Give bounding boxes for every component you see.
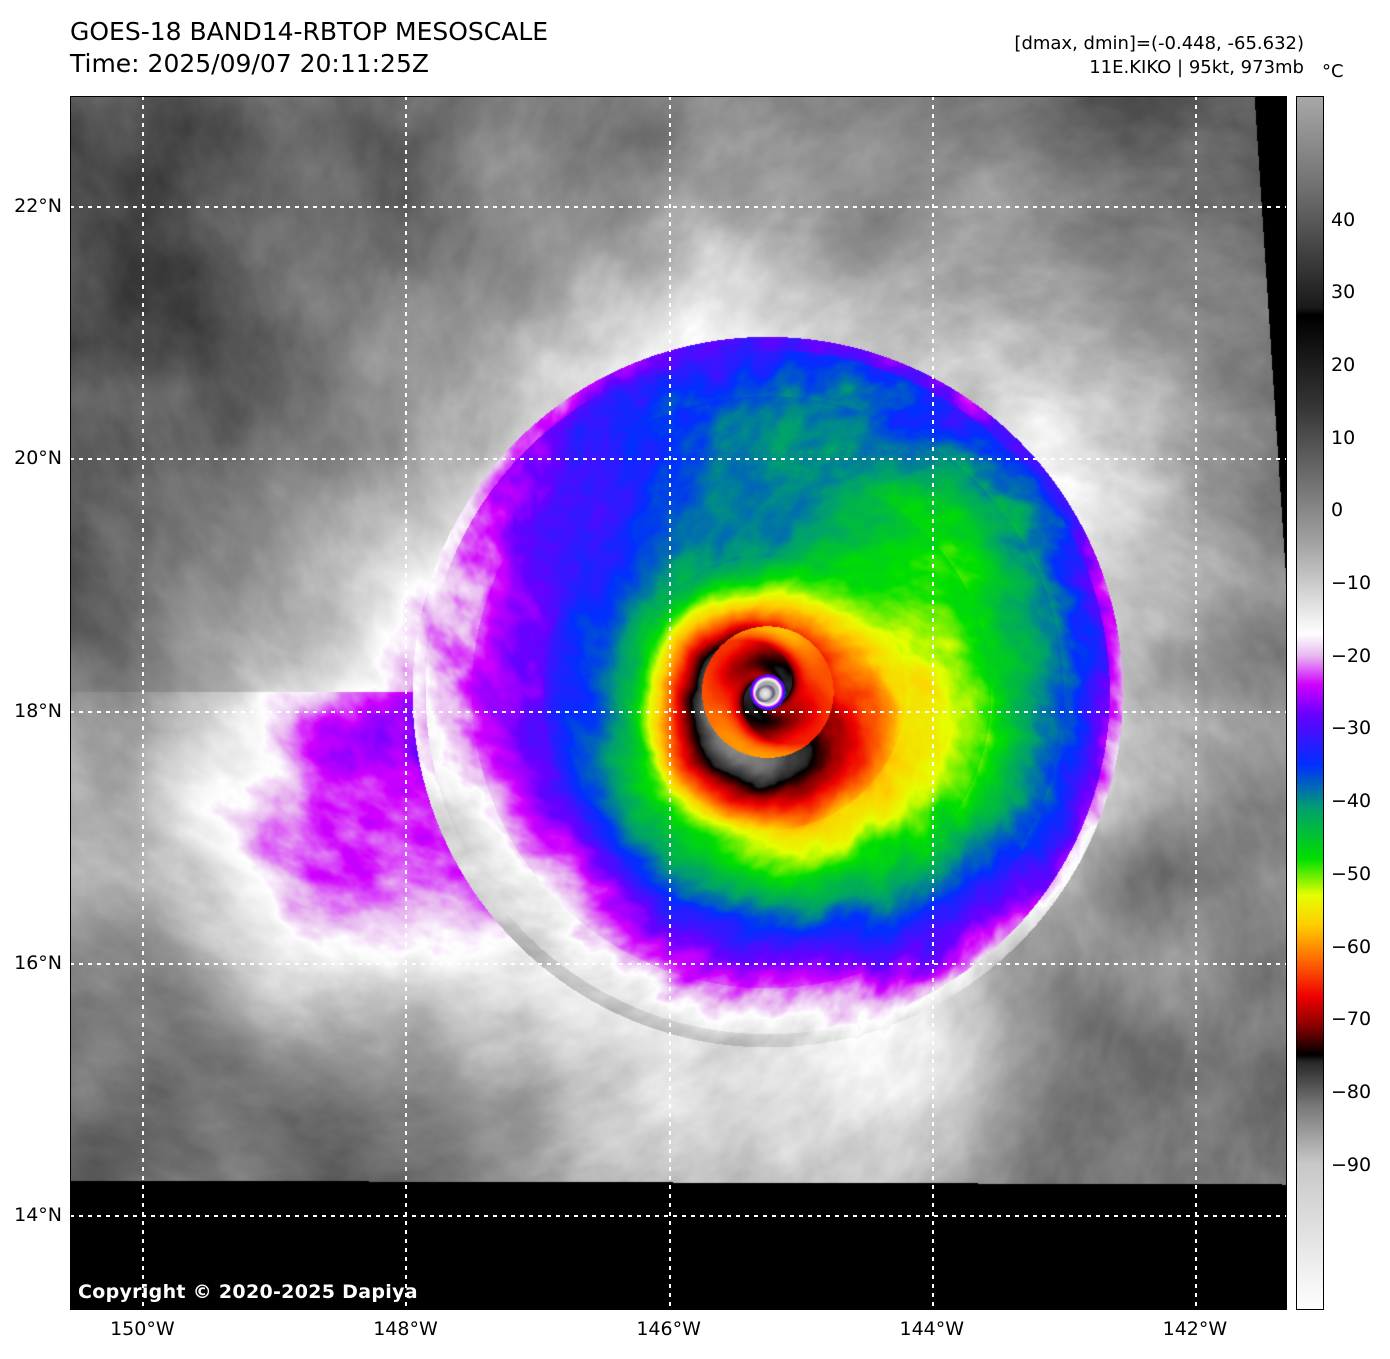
longitude-tick-label: 142°W <box>1162 1318 1228 1340</box>
colorbar-tick-label: −90 <box>1331 1153 1372 1176</box>
colorbar-tick-label: −40 <box>1331 790 1372 813</box>
latitude-tick-label: 16°N <box>14 951 62 974</box>
longitude-tick-label: 150°W <box>110 1318 175 1340</box>
gridline-latitude <box>70 1215 1287 1218</box>
copyright-label: Copyright © 2020-2025 Dapiya <box>78 1281 418 1303</box>
colorbar <box>1296 96 1324 1310</box>
colorbar-tick-label: −20 <box>1331 644 1372 667</box>
page-title: GOES-18 BAND14-RBTOP MESOSCALE <box>70 17 549 46</box>
colorbar-tick-label: −80 <box>1331 1080 1372 1103</box>
colorbar-tick-label: 30 <box>1331 281 1356 304</box>
gridline-longitude <box>405 96 408 1310</box>
longitude-tick-label: 148°W <box>373 1318 438 1340</box>
metadata-block: [dmax, dmin]=(-0.448, -65.632) 11E.KIKO … <box>1014 32 1304 80</box>
latitude-tick-label: 18°N <box>14 699 62 722</box>
gridline-latitude <box>70 205 1287 208</box>
longitude-tick-label: 144°W <box>899 1318 965 1340</box>
gridline-latitude <box>70 458 1287 461</box>
gridline-latitude <box>70 710 1287 713</box>
colorbar-gradient <box>1297 97 1323 1309</box>
colorbar-tick-label: 20 <box>1331 353 1356 376</box>
satellite-imagery-canvas <box>70 96 1287 1310</box>
colorbar-tick-label: 0 <box>1331 499 1344 522</box>
latitude-tick-label: 14°N <box>14 1204 62 1227</box>
timestamp-label: Time: 2025/09/07 20:11:25Z <box>70 49 429 78</box>
colorbar-tick-label: −30 <box>1331 717 1372 740</box>
gridline-longitude <box>142 96 145 1310</box>
data-extremes-label: [dmax, dmin]=(-0.448, -65.632) <box>1014 33 1304 54</box>
colorbar-tick-label: 40 <box>1331 208 1356 231</box>
colorbar-tick-label: −60 <box>1331 935 1372 958</box>
latitude-tick-label: 22°N <box>14 194 62 217</box>
gridline-longitude <box>668 96 671 1310</box>
colorbar-tick-label: 10 <box>1331 426 1356 449</box>
gridline-longitude <box>1194 96 1197 1310</box>
longitude-tick-label: 146°W <box>636 1318 701 1340</box>
gridline-latitude <box>70 962 1287 965</box>
satellite-image-plot <box>70 96 1287 1310</box>
latitude-tick-label: 20°N <box>14 447 62 470</box>
storm-info-label: 11E.KIKO | 95kt, 973mb <box>1089 57 1304 78</box>
gridline-longitude <box>931 96 934 1310</box>
colorbar-tick-label: −10 <box>1331 572 1372 595</box>
colorbar-tick-label: −70 <box>1331 1008 1372 1031</box>
colorbar-tick-label: −50 <box>1331 862 1372 885</box>
colorbar-unit-label: °C <box>1322 61 1344 82</box>
title-block: GOES-18 BAND14-RBTOP MESOSCALE Time: 202… <box>70 16 548 80</box>
